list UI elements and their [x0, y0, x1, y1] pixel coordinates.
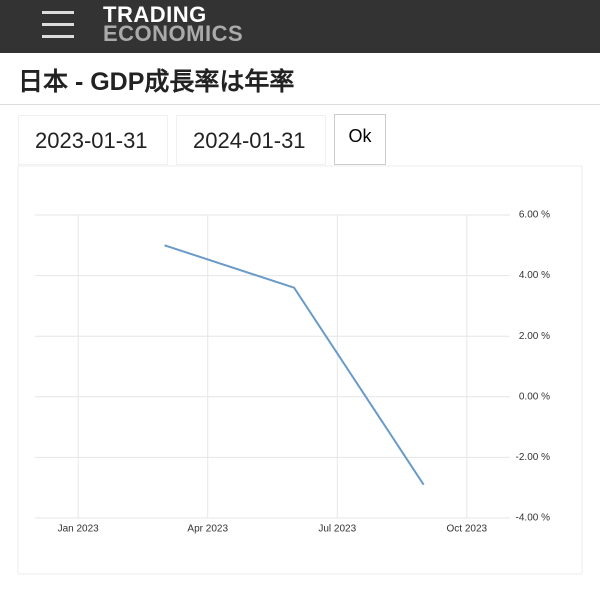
y-tick-label: -4.00 % [516, 513, 551, 524]
logo[interactable]: TRADING [103, 2, 207, 27]
y-tick-label: -2.00 % [516, 452, 551, 463]
header: TRADING ECONOMICS [0, 0, 600, 53]
line [164, 244, 425, 486]
ok-button[interactable]: Ok [334, 114, 386, 165]
y-tick-label: 0.00 % [519, 391, 550, 402]
y-tick-label: 4.00 % [519, 270, 550, 281]
menu-button[interactable] [38, 8, 78, 44]
menu-bar [42, 11, 74, 14]
x-tick-label: Apr 2023 [187, 524, 228, 535]
x-tick-label: Jan 2023 [58, 524, 100, 535]
page-title: 日本 - GDP成長率は年率 [18, 68, 295, 96]
start-date-input[interactable]: 2023-01-31 [18, 115, 168, 165]
menu-bar [42, 35, 74, 38]
y-tick-label: 6.00 % [519, 210, 550, 221]
separator [0, 104, 600, 105]
y-tick-label: 2.00 % [519, 331, 550, 342]
logo[interactable]: ECONOMICS [103, 21, 244, 46]
chart-frame [17, 165, 583, 575]
x-tick-label: Jul 2023 [318, 524, 356, 535]
end-date-input[interactable]: 2024-01-31 [176, 115, 326, 165]
menu-bar [42, 23, 74, 26]
x-tick-label: Oct 2023 [447, 524, 488, 535]
